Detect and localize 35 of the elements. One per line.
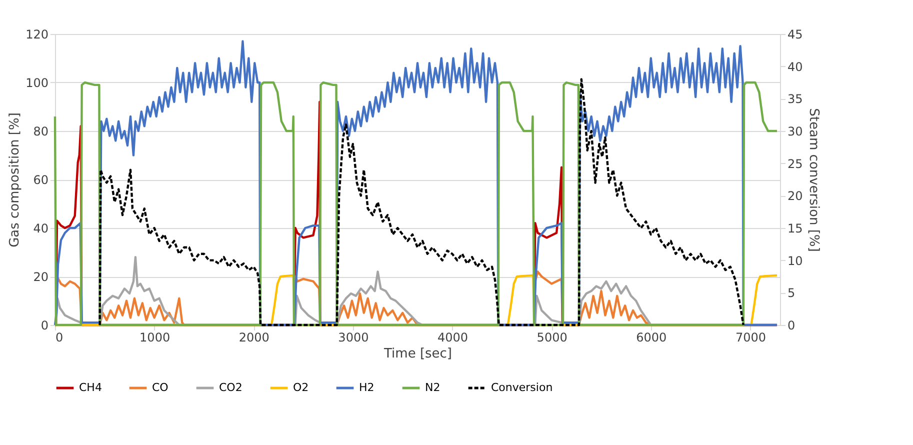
y-tick-label: 20 (33, 270, 48, 284)
legend-label: H2 (359, 381, 374, 394)
x-tick-label: 0 (56, 330, 64, 344)
y-axis-title: Gas composition [%] (8, 112, 23, 248)
y2-axis-title: Steam conversion [%] (806, 108, 821, 252)
legend-label: CH4 (79, 381, 102, 394)
x-tick-label: 2000 (238, 330, 270, 344)
y-tick-label: 40 (33, 222, 48, 236)
legend-label: Conversion (491, 381, 553, 394)
y2-tick-label: 5 (788, 286, 796, 300)
x-axis-title: Time [sec] (382, 346, 452, 362)
y2-tick-label: 10 (788, 254, 803, 268)
y2-tick-label: 45 (788, 28, 803, 42)
legend-label: CO2 (219, 381, 242, 394)
y-tick-label: 80 (33, 124, 48, 138)
x-tick-label: 3000 (338, 330, 369, 344)
y2-tick-label: 25 (788, 156, 803, 171)
y2-tick-label: 40 (788, 60, 803, 74)
y-tick-label: 100 (26, 76, 48, 90)
y2-tick-label: 15 (788, 222, 803, 236)
x-tick-label: 4000 (437, 330, 468, 344)
x-tick-label: 5000 (536, 330, 568, 344)
x-tick-label: 1000 (140, 330, 170, 344)
legend-label: O2 (293, 381, 309, 394)
legend-label: N2 (425, 381, 440, 394)
x-tick-label: 6000 (636, 330, 667, 344)
y2-tick-label: 35 (788, 92, 803, 106)
x-tick-label: 7000 (735, 330, 766, 344)
y2-tick-label: 0 (788, 318, 796, 332)
y-tick-label: 0 (40, 318, 48, 332)
y2-tick-label: 20 (788, 189, 803, 204)
legend-label: CO (152, 381, 169, 394)
y-tick-label: 120 (26, 28, 48, 42)
y2-tick-label: 30 (788, 124, 803, 138)
y-tick-label: 60 (33, 173, 48, 187)
